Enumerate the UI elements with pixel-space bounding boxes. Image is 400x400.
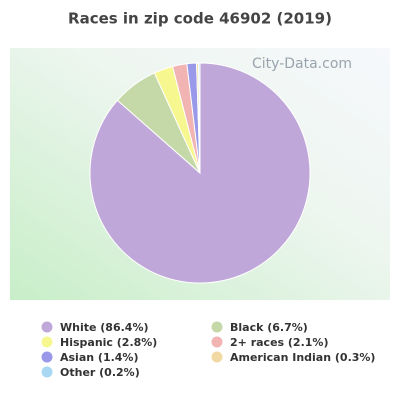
chart-title: Races in zip code 46902 (2019) [68, 10, 332, 28]
pie [89, 62, 311, 284]
legend-swatch [41, 336, 53, 348]
pie-slice [198, 62, 201, 174]
legend-label: Hispanic (2.8%) [60, 336, 157, 349]
legend-swatch [211, 336, 223, 348]
legend-label: White (86.4%) [60, 321, 149, 334]
legend-label: Asian (1.4%) [60, 351, 138, 364]
legend-label: Black (6.7%) [230, 321, 308, 334]
legend-swatch [211, 321, 223, 333]
legend-label: 2+ races (2.1%) [230, 336, 328, 349]
legend-swatch [41, 366, 53, 378]
legend: White (86.4%) Black (6.7%) Hispanic (2.8%)… [41, 321, 375, 379]
legend-swatch [41, 321, 53, 333]
legend-swatch [41, 351, 53, 363]
legend-label: American Indian (0.3%) [230, 351, 375, 364]
watermark: City-Data.com [252, 56, 352, 72]
legend-swatch [211, 351, 223, 363]
legend-label: Other (0.2%) [60, 366, 140, 379]
